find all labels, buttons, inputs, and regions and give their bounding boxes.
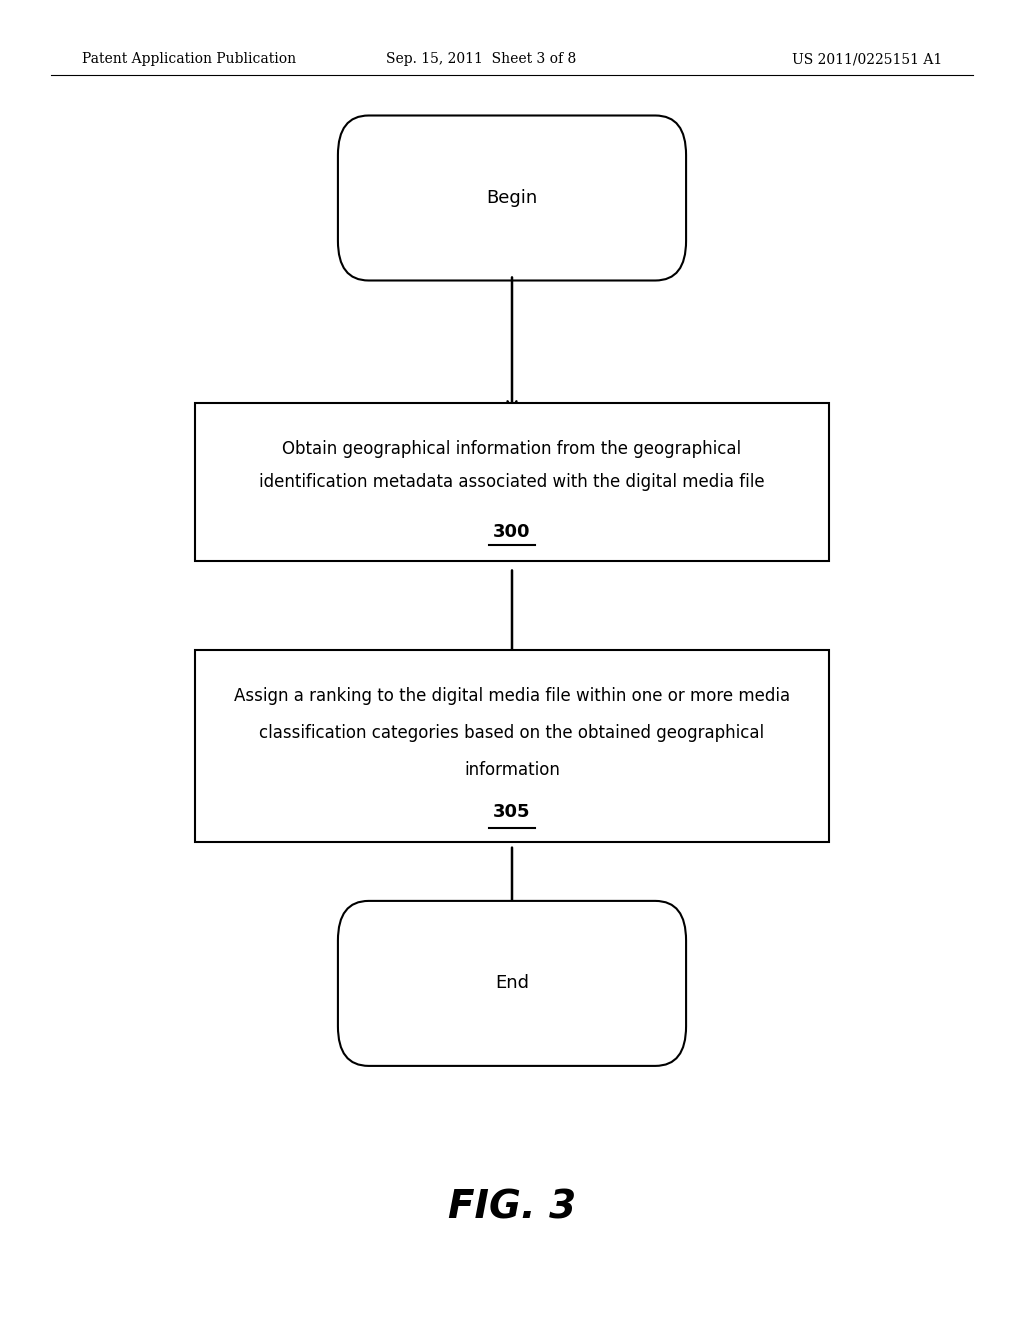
Text: identification metadata associated with the digital media file: identification metadata associated with …	[259, 473, 765, 491]
FancyBboxPatch shape	[195, 651, 829, 842]
FancyBboxPatch shape	[338, 900, 686, 1067]
Text: 305: 305	[494, 803, 530, 821]
Text: Assign a ranking to the digital media file within one or more media: Assign a ranking to the digital media fi…	[233, 686, 791, 705]
Text: Begin: Begin	[486, 189, 538, 207]
FancyBboxPatch shape	[195, 403, 829, 561]
Text: Patent Application Publication: Patent Application Publication	[82, 53, 296, 66]
Text: Sep. 15, 2011  Sheet 3 of 8: Sep. 15, 2011 Sheet 3 of 8	[386, 53, 577, 66]
Text: information: information	[464, 760, 560, 779]
FancyBboxPatch shape	[338, 116, 686, 281]
Text: End: End	[495, 974, 529, 993]
Text: Obtain geographical information from the geographical: Obtain geographical information from the…	[283, 440, 741, 458]
Text: FIG. 3: FIG. 3	[447, 1189, 577, 1226]
Text: US 2011/0225151 A1: US 2011/0225151 A1	[792, 53, 942, 66]
Text: classification categories based on the obtained geographical: classification categories based on the o…	[259, 723, 765, 742]
Text: 300: 300	[494, 523, 530, 541]
